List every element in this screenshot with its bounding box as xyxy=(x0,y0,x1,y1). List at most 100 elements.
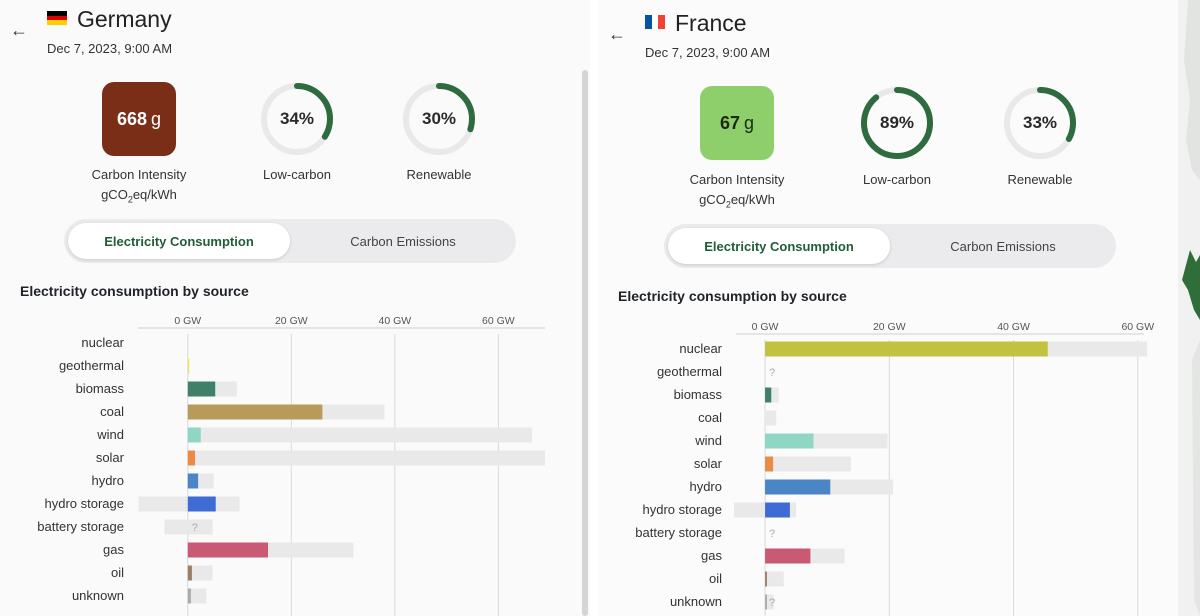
production-bar[interactable] xyxy=(187,473,199,489)
low-carbon-value: 34% xyxy=(279,109,315,128)
consumption-chart-germany: 0 GW 20 GW 40 GW 60 GW nuclear geothermal biom… xyxy=(37,315,545,616)
production-bar[interactable] xyxy=(187,496,216,512)
source-label: hydro storage xyxy=(45,496,125,511)
carbon-intensity-value: 67 xyxy=(719,112,740,133)
source-label: geothermal xyxy=(657,364,722,379)
capacity-bar[interactable] xyxy=(765,571,784,587)
unit-post: eq/kWh xyxy=(730,192,775,207)
capacity-bar[interactable] xyxy=(187,565,213,581)
source-label: solar xyxy=(694,456,723,471)
carbon-intensity-value: 668 xyxy=(116,108,148,129)
back-arrow-icon[interactable]: ← xyxy=(608,24,626,44)
source-label: gas xyxy=(103,542,124,557)
production-bar[interactable] xyxy=(765,341,1048,357)
carbon-intensity-title: Carbon Intensity xyxy=(91,167,187,182)
capacity-bar[interactable] xyxy=(187,588,207,604)
capacity-bar[interactable] xyxy=(765,456,851,472)
source-label: hydro storage xyxy=(643,502,723,517)
tab-carbon-emissions[interactable]: Carbon Emissions xyxy=(950,238,1056,254)
low-carbon-ring[interactable] xyxy=(259,81,335,157)
low-carbon-label: Low-carbon xyxy=(863,172,931,187)
source-label: nuclear xyxy=(81,335,124,350)
renewable-ring-fill xyxy=(403,83,475,155)
carbon-intensity-unit: g xyxy=(151,108,162,129)
renewable-ring[interactable] xyxy=(1002,85,1078,161)
tab-electricity-consumption[interactable]: Electricity Consumption xyxy=(68,223,290,259)
back-arrow-icon[interactable]: ← xyxy=(10,20,28,40)
map-terrain-icon xyxy=(1182,0,1200,616)
source-label: unknown xyxy=(72,588,124,603)
production-bar[interactable] xyxy=(765,594,767,610)
capacity-bar[interactable] xyxy=(765,410,777,426)
low-carbon-label: Low-carbon xyxy=(263,167,331,182)
source-label: coal xyxy=(100,404,124,419)
low-carbon-ring-fill xyxy=(861,87,933,159)
x-tick-label: 0 GW xyxy=(752,321,779,333)
production-bar[interactable] xyxy=(187,565,192,581)
x-tick-label: 20 GW xyxy=(873,321,906,333)
panel-france: ← France Dec 7, 2023, 9:00 AM 67 g Carbo… xyxy=(598,0,1178,616)
production-bar[interactable] xyxy=(765,456,774,472)
production-bar[interactable] xyxy=(187,404,323,420)
production-bar[interactable] xyxy=(187,450,196,466)
capacity-bar[interactable] xyxy=(164,519,213,535)
unit-sub: 2 xyxy=(127,194,133,205)
x-tick-label: 40 GW xyxy=(379,315,412,327)
section-title: Electricity consumption by source xyxy=(618,288,847,304)
source-label: unknown xyxy=(670,594,722,609)
france-flag-icon xyxy=(645,15,666,29)
source-label: coal xyxy=(698,410,722,425)
carbon-intensity-badge[interactable]: 668 g xyxy=(102,82,176,156)
unit-post: eq/kWh xyxy=(132,187,177,202)
production-bar[interactable] xyxy=(187,542,269,558)
renewable-ring[interactable] xyxy=(401,81,477,157)
renewable-ring-fill xyxy=(1004,87,1076,159)
carbon-intensity-badge[interactable]: 67 g xyxy=(700,86,774,160)
source-label: geothermal xyxy=(59,358,124,373)
capacity-bar[interactable] xyxy=(187,450,545,466)
carbon-intensity-units: gCO2eq/kWh xyxy=(69,185,209,210)
low-carbon-ring-fill xyxy=(261,83,333,155)
x-tick-label: 40 GW xyxy=(997,321,1030,333)
unit-pre: gCO xyxy=(699,192,726,207)
source-label: biomass xyxy=(76,381,125,396)
tab-carbon-emissions[interactable]: Carbon Emissions xyxy=(350,233,456,249)
scrollbar[interactable] xyxy=(582,70,588,616)
capacity-bar[interactable] xyxy=(187,427,533,443)
low-carbon-ring[interactable] xyxy=(859,85,935,161)
carbon-intensity-label: Carbon Intensity gCO2eq/kWh xyxy=(667,170,807,215)
production-bar[interactable] xyxy=(187,588,191,604)
source-label: wind xyxy=(694,433,722,448)
carbon-intensity-units: gCO2eq/kWh xyxy=(667,190,807,215)
map-edge[interactable] xyxy=(1178,0,1200,616)
source-label: nuclear xyxy=(679,341,722,356)
production-bar[interactable] xyxy=(765,479,831,495)
production-bar[interactable] xyxy=(187,381,216,397)
source-label: oil xyxy=(709,571,722,586)
germany-flag-icon xyxy=(47,11,67,26)
source-label: oil xyxy=(111,565,124,580)
datetime: Dec 7, 2023, 9:00 AM xyxy=(47,41,173,56)
country-name: France xyxy=(675,10,747,36)
production-bar[interactable] xyxy=(187,358,190,374)
source-label: biomass xyxy=(674,387,723,402)
capacity-bar[interactable] xyxy=(765,594,774,610)
renewable-label: Renewable xyxy=(1007,172,1073,187)
x-tick-label: 20 GW xyxy=(275,315,308,327)
production-bar[interactable] xyxy=(765,548,811,564)
panel-germany: ← Germany Dec 7, 2023, 9:00 AM 668 g Car… xyxy=(0,0,590,616)
tab-electricity-consumption[interactable]: Electricity Consumption xyxy=(668,228,890,264)
production-bar[interactable] xyxy=(187,427,201,443)
production-bar[interactable] xyxy=(765,387,772,403)
consumption-chart-france: 0 GW 20 GW 40 GW 60 GW nuclear geothermal ? bio… xyxy=(635,321,1154,616)
production-bar[interactable] xyxy=(765,571,767,587)
production-bar[interactable] xyxy=(765,433,814,449)
section-title: Electricity consumption by source xyxy=(20,283,249,299)
source-label: hydro xyxy=(91,473,124,488)
low-carbon-value: 89% xyxy=(879,113,915,132)
production-bar[interactable] xyxy=(765,502,790,518)
renewable-value: 30% xyxy=(421,109,457,128)
carbon-intensity-label: Carbon Intensity gCO2eq/kWh xyxy=(69,165,209,210)
unknown-marker: ? xyxy=(769,367,775,379)
source-label: solar xyxy=(96,450,125,465)
